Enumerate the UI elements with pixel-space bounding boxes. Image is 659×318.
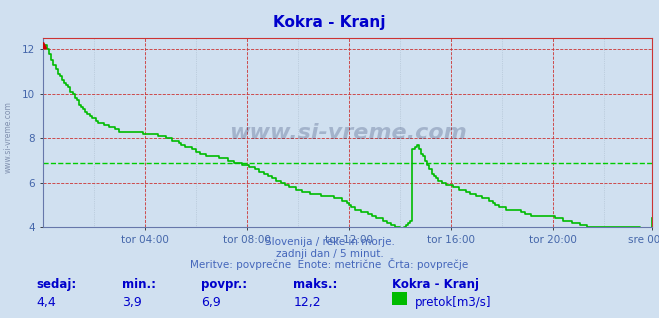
Text: min.:: min.: [122,279,156,291]
Text: 3,9: 3,9 [122,296,142,309]
Text: 4,4: 4,4 [36,296,56,309]
Text: www.si-vreme.com: www.si-vreme.com [229,123,467,143]
Text: Kokra - Kranj: Kokra - Kranj [273,15,386,30]
Text: maks.:: maks.: [293,279,337,291]
Text: pretok[m3/s]: pretok[m3/s] [415,296,492,309]
Text: povpr.:: povpr.: [201,279,247,291]
Text: Kokra - Kranj: Kokra - Kranj [392,279,479,291]
Text: 6,9: 6,9 [201,296,221,309]
Text: Slovenija / reke in morje.: Slovenija / reke in morje. [264,238,395,247]
Text: zadnji dan / 5 minut.: zadnji dan / 5 minut. [275,249,384,259]
Text: www.si-vreme.com: www.si-vreme.com [3,101,13,173]
Text: 12,2: 12,2 [293,296,321,309]
Text: Meritve: povprečne  Enote: metrične  Črta: povprečje: Meritve: povprečne Enote: metrične Črta:… [190,258,469,270]
Text: sedaj:: sedaj: [36,279,76,291]
